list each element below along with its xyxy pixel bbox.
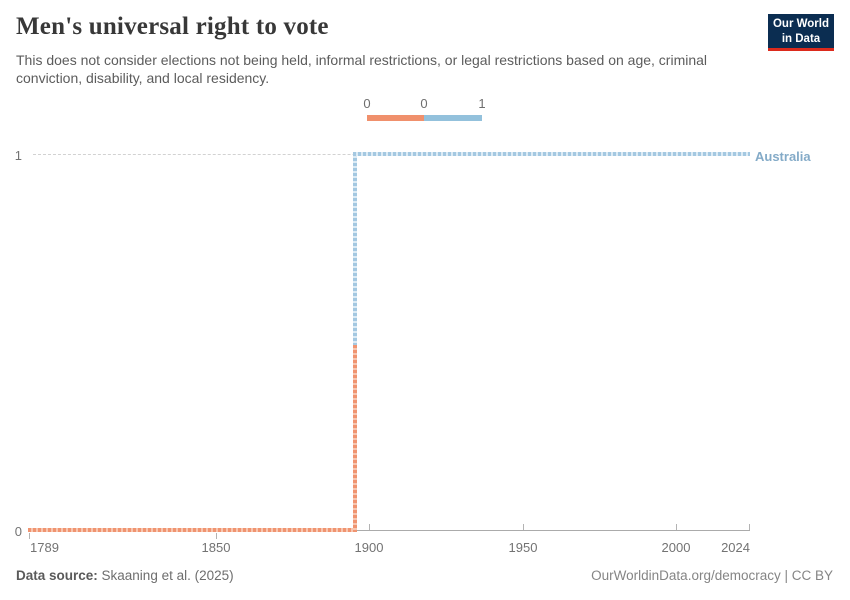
series-segment-value0-horizontal <box>28 528 356 532</box>
owid-logo[interactable]: Our World in Data <box>768 14 834 51</box>
legend-label-end: 1 <box>478 96 486 111</box>
x-tick-1850 <box>216 533 217 539</box>
x-tick-label-1900: 1900 <box>354 540 384 555</box>
y-axis-label-0: 0 <box>14 524 22 539</box>
legend-bin-blue[interactable] <box>424 115 482 121</box>
x-tick-label-2024: 2024 <box>721 540 750 555</box>
owid-logo-line1: Our World <box>772 18 829 30</box>
x-tick-label-2000: 2000 <box>661 540 691 555</box>
data-source-note: Data source: Skaaning et al. (2025) <box>16 568 234 583</box>
footer-attribution: OurWorldinData.org/democracy | CC BY <box>591 568 833 583</box>
x-tick-label-1850: 1850 <box>201 540 231 555</box>
legend-label-mid: 0 <box>420 96 428 111</box>
legend-label-start: 0 <box>363 96 371 111</box>
owid-logo-line2: in Data <box>781 33 821 45</box>
owid-url-link[interactable]: OurWorldinData.org/democracy | CC BY <box>591 568 833 583</box>
x-axis-line <box>28 530 750 531</box>
x-tick-2024 <box>749 524 750 530</box>
x-tick-1950 <box>523 524 524 530</box>
series-segment-step-lower <box>353 345 357 532</box>
series-segment-value1-horizontal <box>353 152 750 156</box>
entity-label-australia[interactable]: Australia <box>755 149 811 164</box>
y-axis-label-1: 1 <box>14 148 22 163</box>
x-tick-1900 <box>369 524 370 530</box>
chart-subtitle: This does not consider elections not bei… <box>16 52 708 86</box>
x-tick-2000 <box>676 524 677 530</box>
series-segment-step-upper <box>353 153 357 345</box>
legend-bin-orange[interactable] <box>367 115 424 121</box>
chart-title: Men's universal right to vote <box>16 13 329 40</box>
data-source-label: Data source: <box>16 568 98 583</box>
x-tick-label-1789: 1789 <box>30 540 59 555</box>
data-source-value: Skaaning et al. (2025) <box>97 568 234 583</box>
x-tick-label-1950: 1950 <box>508 540 538 555</box>
x-tick-1789 <box>29 533 30 539</box>
